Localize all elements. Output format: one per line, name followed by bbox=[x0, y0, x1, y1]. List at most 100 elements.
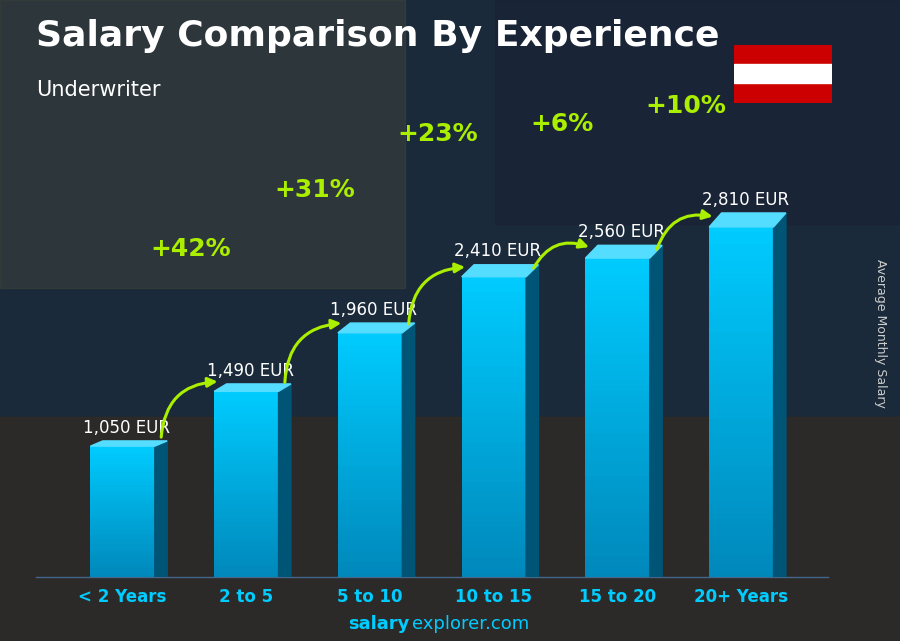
Bar bbox=[586, 312, 650, 317]
Bar bbox=[90, 557, 155, 560]
Bar bbox=[709, 548, 773, 554]
Bar bbox=[90, 533, 155, 535]
Bar bbox=[586, 333, 650, 338]
Bar bbox=[709, 396, 773, 402]
Bar bbox=[709, 308, 773, 315]
Bar bbox=[90, 522, 155, 524]
Bar bbox=[709, 501, 773, 507]
Bar bbox=[90, 492, 155, 494]
Bar bbox=[338, 565, 402, 569]
Bar bbox=[462, 317, 526, 322]
Bar bbox=[90, 518, 155, 520]
Text: 1,960 EUR: 1,960 EUR bbox=[330, 301, 418, 319]
Bar bbox=[709, 449, 773, 454]
Bar bbox=[90, 549, 155, 551]
Bar bbox=[586, 279, 650, 285]
Bar bbox=[709, 419, 773, 425]
Bar bbox=[462, 362, 526, 367]
Bar bbox=[214, 438, 279, 441]
Bar bbox=[214, 456, 279, 460]
Bar bbox=[586, 487, 650, 492]
Bar bbox=[709, 413, 773, 419]
Bar bbox=[214, 416, 279, 419]
Bar bbox=[90, 553, 155, 555]
Bar bbox=[586, 386, 650, 391]
Bar bbox=[462, 492, 526, 497]
Bar bbox=[462, 472, 526, 477]
Bar bbox=[586, 306, 650, 312]
Bar bbox=[709, 542, 773, 548]
Bar bbox=[586, 540, 650, 545]
Bar bbox=[338, 540, 402, 544]
Bar bbox=[214, 475, 279, 478]
Bar bbox=[214, 453, 279, 456]
Bar bbox=[214, 531, 279, 533]
Bar bbox=[586, 551, 650, 556]
Bar bbox=[90, 520, 155, 522]
Bar bbox=[586, 327, 650, 333]
Bar bbox=[462, 457, 526, 462]
Bar bbox=[90, 529, 155, 531]
Bar bbox=[214, 558, 279, 562]
Bar bbox=[709, 373, 773, 379]
Polygon shape bbox=[90, 441, 167, 446]
Bar bbox=[586, 370, 650, 375]
Bar bbox=[214, 524, 279, 528]
Bar bbox=[586, 438, 650, 444]
Bar bbox=[462, 447, 526, 452]
Bar bbox=[709, 385, 773, 390]
Bar bbox=[462, 497, 526, 502]
Bar bbox=[462, 537, 526, 542]
Bar bbox=[709, 361, 773, 367]
Bar bbox=[90, 453, 155, 455]
Bar bbox=[338, 443, 402, 447]
Bar bbox=[338, 381, 402, 386]
Bar bbox=[90, 451, 155, 453]
Bar bbox=[709, 238, 773, 244]
Bar bbox=[586, 428, 650, 433]
Bar bbox=[214, 528, 279, 531]
Bar bbox=[338, 438, 402, 443]
Bar bbox=[462, 462, 526, 467]
Bar bbox=[709, 431, 773, 437]
Bar bbox=[462, 567, 526, 572]
Bar bbox=[338, 410, 402, 414]
Bar bbox=[586, 561, 650, 566]
Text: +31%: +31% bbox=[274, 178, 355, 202]
Bar bbox=[214, 394, 279, 397]
Bar bbox=[338, 528, 402, 532]
Bar bbox=[586, 470, 650, 476]
Bar bbox=[90, 474, 155, 477]
Bar bbox=[709, 274, 773, 279]
Bar bbox=[462, 312, 526, 317]
Bar bbox=[214, 490, 279, 494]
Bar bbox=[586, 296, 650, 301]
Text: +23%: +23% bbox=[398, 122, 479, 146]
Bar bbox=[214, 515, 279, 518]
Bar bbox=[214, 413, 279, 416]
Bar bbox=[214, 506, 279, 509]
Bar bbox=[90, 494, 155, 496]
Bar bbox=[338, 504, 402, 508]
Bar bbox=[90, 499, 155, 501]
Text: +10%: +10% bbox=[645, 94, 726, 118]
Bar bbox=[90, 572, 155, 575]
Text: 1,050 EUR: 1,050 EUR bbox=[83, 419, 170, 437]
Bar bbox=[709, 332, 773, 338]
Bar bbox=[214, 397, 279, 401]
Bar bbox=[214, 407, 279, 410]
Bar bbox=[586, 449, 650, 454]
Bar bbox=[338, 573, 402, 577]
Bar bbox=[462, 557, 526, 562]
Bar bbox=[90, 544, 155, 546]
Bar bbox=[586, 391, 650, 396]
Bar bbox=[586, 364, 650, 370]
Bar bbox=[462, 347, 526, 352]
Bar bbox=[709, 227, 773, 233]
Bar bbox=[214, 533, 279, 537]
Bar bbox=[338, 418, 402, 422]
Bar bbox=[214, 509, 279, 512]
Bar bbox=[462, 442, 526, 447]
Bar bbox=[462, 412, 526, 417]
Bar bbox=[709, 483, 773, 490]
